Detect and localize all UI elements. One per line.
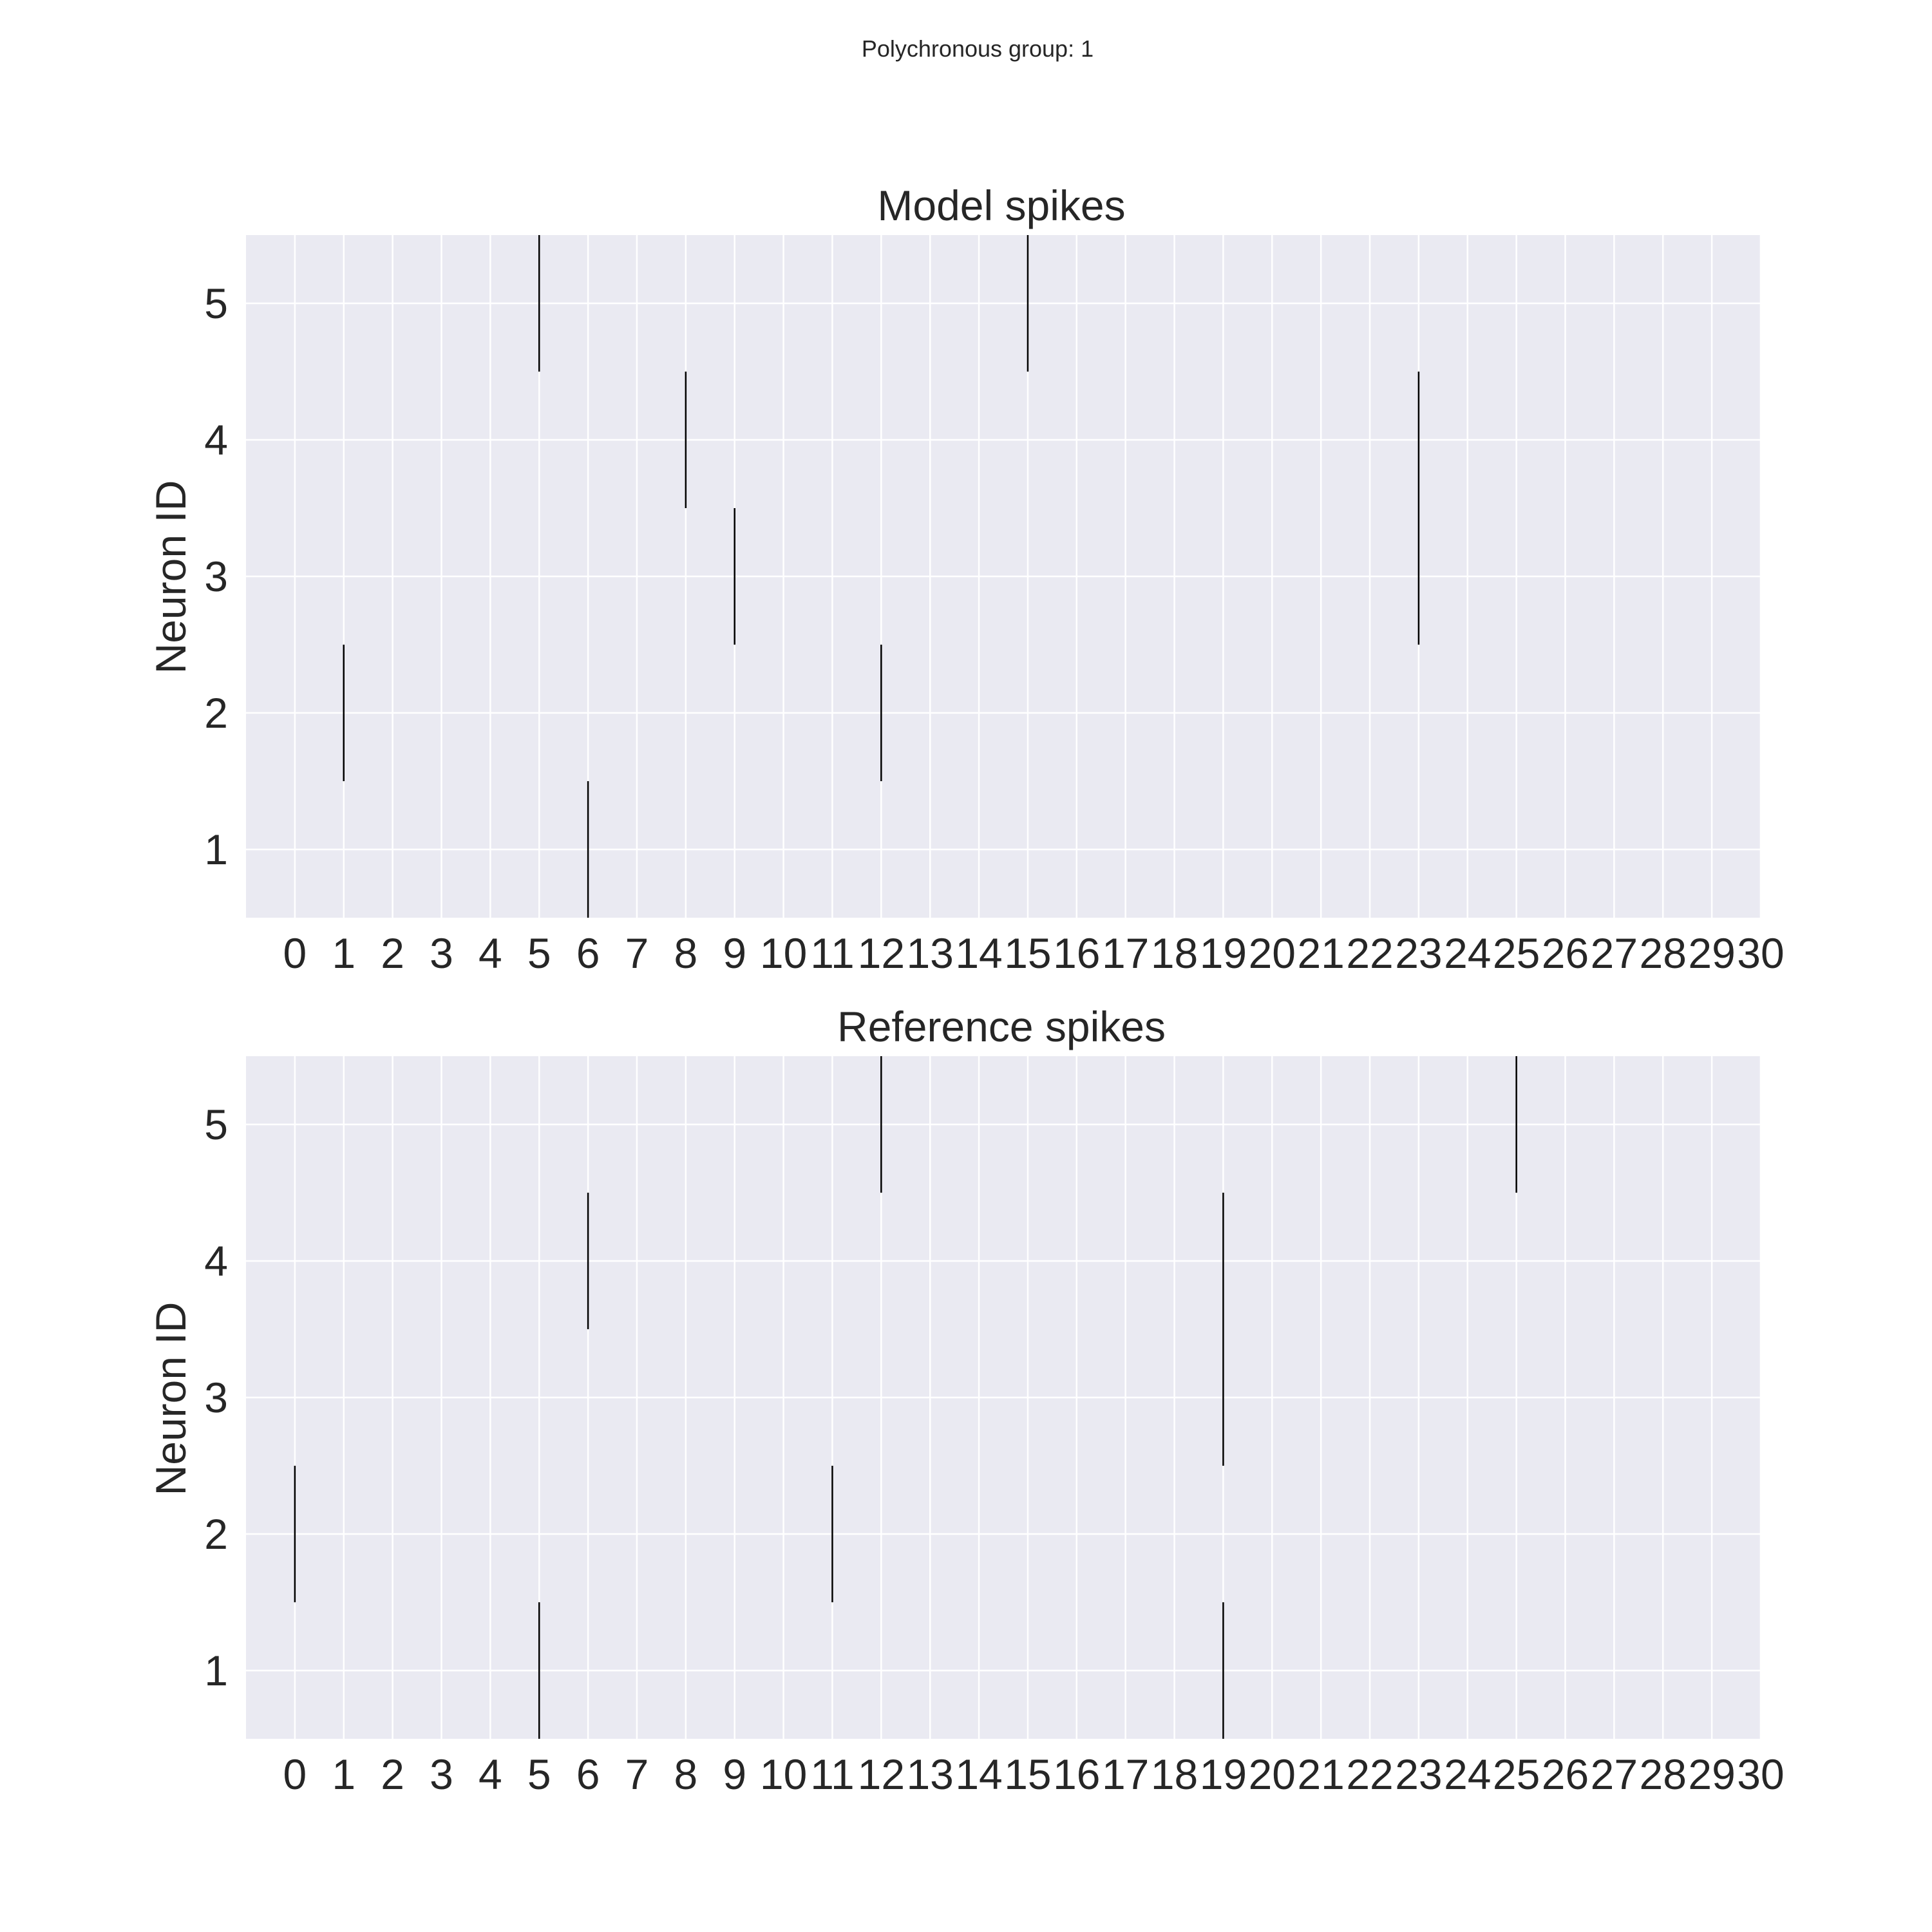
x-tick-label: 29 bbox=[1688, 929, 1735, 977]
y-axis-label: Neuron ID bbox=[147, 480, 194, 674]
y-tick-label: 2 bbox=[204, 689, 228, 737]
x-tick-label: 8 bbox=[674, 929, 697, 977]
x-tick-label: 4 bbox=[478, 929, 502, 977]
panel-title: Reference spikes bbox=[837, 1003, 1166, 1050]
y-tick-label: 5 bbox=[204, 1101, 228, 1148]
x-tick-label: 26 bbox=[1542, 929, 1589, 977]
x-tick-label: 28 bbox=[1640, 929, 1687, 977]
x-tick-label: 10 bbox=[760, 929, 807, 977]
x-tick-label: 20 bbox=[1249, 929, 1296, 977]
x-tick-label: 19 bbox=[1200, 1750, 1247, 1798]
x-tick-label: 13 bbox=[906, 1750, 953, 1798]
x-tick-label: 8 bbox=[674, 1750, 697, 1798]
x-tick-label: 26 bbox=[1542, 1750, 1589, 1798]
x-tick-label: 1 bbox=[332, 929, 355, 977]
x-tick-label: 14 bbox=[955, 929, 1002, 977]
x-tick-label: 2 bbox=[381, 929, 404, 977]
x-tick-label: 3 bbox=[430, 1750, 453, 1798]
panel-title: Model spikes bbox=[877, 182, 1125, 229]
x-tick-label: 0 bbox=[283, 1750, 307, 1798]
x-tick-label: 15 bbox=[1004, 1750, 1051, 1798]
x-tick-label: 27 bbox=[1591, 1750, 1638, 1798]
x-tick-label: 23 bbox=[1395, 1750, 1442, 1798]
y-tick-label: 3 bbox=[204, 1374, 228, 1421]
x-tick-label: 6 bbox=[576, 1750, 600, 1798]
x-tick-label: 21 bbox=[1297, 929, 1344, 977]
figure-title: Polychronous group: 1 bbox=[862, 35, 1094, 62]
x-tick-label: 3 bbox=[430, 929, 453, 977]
x-tick-label: 17 bbox=[1102, 1750, 1149, 1798]
x-tick-label: 30 bbox=[1737, 1750, 1784, 1798]
x-tick-label: 24 bbox=[1444, 1750, 1491, 1798]
x-tick-label: 9 bbox=[723, 1750, 746, 1798]
x-tick-label: 25 bbox=[1493, 929, 1540, 977]
x-tick-label: 20 bbox=[1249, 1750, 1296, 1798]
x-tick-label: 22 bbox=[1346, 1750, 1393, 1798]
x-tick-label: 11 bbox=[810, 1750, 855, 1798]
x-tick-label: 7 bbox=[625, 929, 649, 977]
x-tick-label: 19 bbox=[1200, 929, 1247, 977]
x-tick-label: 12 bbox=[858, 1750, 905, 1798]
y-tick-label: 4 bbox=[204, 1237, 228, 1285]
reference-spikes-panel: Reference spikes Neuron ID 0 1 2 3 4 5 6 7 8 9 10 1… bbox=[147, 1003, 1785, 1798]
y-tick-label: 1 bbox=[204, 1647, 228, 1694]
y-tick-label: 4 bbox=[204, 416, 228, 464]
x-tick-label: 1 bbox=[332, 1750, 355, 1798]
x-tick-label: 28 bbox=[1640, 1750, 1687, 1798]
model-spikes-panel: Model spikes Neuron ID 0 1 2 3 4 5 6 7 8 9 10 11 12 1… bbox=[147, 182, 1785, 977]
x-tick-label: 10 bbox=[760, 1750, 807, 1798]
x-tick-label: 17 bbox=[1102, 929, 1149, 977]
x-tick-label: 5 bbox=[527, 929, 551, 977]
y-axis-label: Neuron ID bbox=[147, 1302, 194, 1496]
x-tick-label: 27 bbox=[1591, 929, 1638, 977]
y-tick-label: 5 bbox=[204, 279, 228, 327]
x-tick-label: 13 bbox=[906, 929, 953, 977]
x-tick-label: 29 bbox=[1688, 1750, 1735, 1798]
x-tick-label: 0 bbox=[283, 929, 307, 977]
x-tick-label: 9 bbox=[723, 929, 746, 977]
x-tick-label: 22 bbox=[1346, 929, 1393, 977]
x-tick-label: 15 bbox=[1004, 929, 1051, 977]
y-tick-label: 2 bbox=[204, 1510, 228, 1558]
x-tick-label: 16 bbox=[1053, 929, 1100, 977]
x-tick-label: 16 bbox=[1053, 1750, 1100, 1798]
x-tick-label: 14 bbox=[955, 1750, 1002, 1798]
x-tick-label: 21 bbox=[1297, 1750, 1344, 1798]
x-tick-label: 18 bbox=[1151, 1750, 1198, 1798]
x-tick-label: 6 bbox=[576, 929, 600, 977]
x-tick-label: 24 bbox=[1444, 929, 1491, 977]
x-tick-label: 23 bbox=[1395, 929, 1442, 977]
x-tick-label: 2 bbox=[381, 1750, 404, 1798]
x-tick-label: 12 bbox=[858, 929, 905, 977]
x-tick-label: 25 bbox=[1493, 1750, 1540, 1798]
x-tick-label: 18 bbox=[1151, 929, 1198, 977]
x-tick-label: 30 bbox=[1737, 929, 1784, 977]
x-tick-label: 4 bbox=[478, 1750, 502, 1798]
y-tick-label: 1 bbox=[204, 826, 228, 873]
x-tick-label: 5 bbox=[527, 1750, 551, 1798]
x-tick-label: 11 bbox=[810, 929, 855, 977]
y-tick-label: 3 bbox=[204, 553, 228, 600]
x-tick-label: 7 bbox=[625, 1750, 649, 1798]
